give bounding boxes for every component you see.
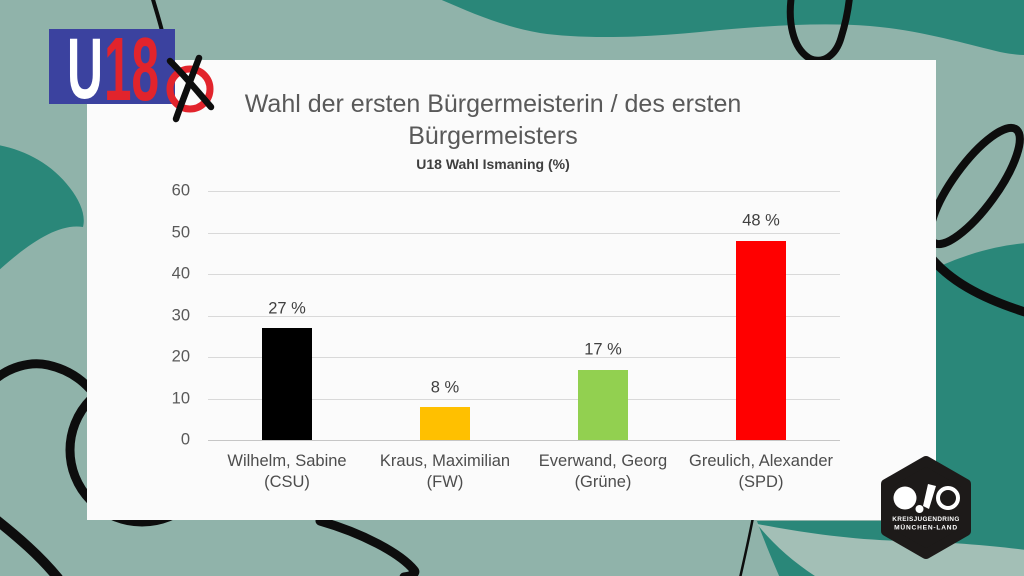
y-axis-tick-0: 0 (180, 430, 190, 449)
category-name-1: Kraus, Maximilian (379, 452, 511, 470)
kjr-mark-slash (923, 484, 936, 509)
y-axis-tick-50: 50 (171, 223, 190, 242)
u18-logo: U 18 (49, 20, 215, 123)
value-label-1: 8 % (430, 378, 460, 397)
category-label-0: Wilhelm, Sabine (CSU) (227, 451, 346, 493)
y-axis-tick-40: 40 (171, 264, 190, 283)
bar-Kraus, Maximilian (420, 407, 470, 441)
category-party-3: (SPD) (738, 473, 784, 491)
u18-logo-number-18: 18 (104, 20, 159, 120)
gridline-10 (208, 398, 840, 400)
u18-logo-letter-u: U (67, 21, 103, 117)
y-axis-tick-30: 30 (171, 306, 190, 325)
bar-Wilhelm, Sabine (262, 328, 312, 441)
category-name-3: Greulich, Alexander (689, 452, 833, 470)
y-axis-tick-60: 60 (171, 181, 190, 200)
scribble-top-loop (786, 0, 853, 64)
gridline-20 (208, 357, 840, 359)
scribble-top-left-line (151, 0, 164, 33)
gridline-50 (208, 232, 840, 234)
chart-title-line-1: Wahl der ersten Bürgermeisterin / des er… (244, 90, 742, 118)
value-label-3: 48 % (742, 211, 780, 230)
category-label-2: Everwand, Georg (Grüne) (539, 451, 667, 493)
bottom-wave (757, 524, 1024, 576)
kjr-logo-mark (893, 484, 960, 513)
bar-Everwand, Georg (578, 369, 628, 441)
scribble-corner-stroke (0, 516, 63, 576)
gridline-0 (208, 440, 840, 442)
category-party-1: (FW) (426, 473, 464, 491)
kjr-mark-filled-o (893, 486, 917, 510)
gridline-40 (208, 274, 840, 276)
bar-Greulich, Alexander (736, 240, 786, 441)
ballot-circle-icon (166, 65, 214, 113)
y-axis-tick-20: 20 (171, 347, 190, 366)
top-teal-band (441, 0, 1024, 55)
ballot-cross-icon (166, 54, 215, 123)
kjr-badge-line1: KREISJUGENDRING (892, 516, 959, 523)
u18-logo-box (49, 29, 175, 104)
chart-title-block: Wahl der ersten Bürgermeisterin / des er… (245, 88, 742, 174)
chart-subtitle: U18 Wahl Ismaning (%) (416, 156, 570, 172)
chart-title-line-2: Bürgermeisters (408, 122, 578, 150)
scribble-bottom-squiggle (315, 516, 420, 576)
value-label-2: 17 % (584, 340, 622, 359)
left-teal-shape (0, 145, 84, 270)
plot-area: 0 10 20 30 40 50 60 27 % Wilhelm, Sabine (CSU) 8 %… (87, 60, 936, 520)
kjr-mark-dot (915, 505, 924, 513)
kjr-mark-outline-o (936, 486, 960, 510)
cross-stroke-2 (172, 54, 203, 123)
category-party-0: (CSU) (264, 473, 310, 491)
category-party-2: (Grüne) (574, 473, 632, 491)
category-label-3: Greulich, Alexander (SPD) (689, 451, 833, 493)
y-axis-tick-10: 10 (171, 389, 190, 408)
scribble-left-arc (0, 359, 95, 394)
gridline-30 (208, 315, 840, 317)
gridline-60 (208, 191, 840, 192)
category-name-2: Everwand, Georg (538, 452, 668, 470)
value-label-0: 27 % (268, 299, 306, 318)
kjr-badge-line2: MÜNCHEN-LAND (894, 523, 958, 532)
category-name-0: Wilhelm, Sabine (227, 452, 347, 470)
category-label-1: Kraus, Maximilian (FW) (380, 451, 510, 493)
chart-card: Wahl der ersten Bürgermeisterin / des er… (87, 60, 936, 520)
